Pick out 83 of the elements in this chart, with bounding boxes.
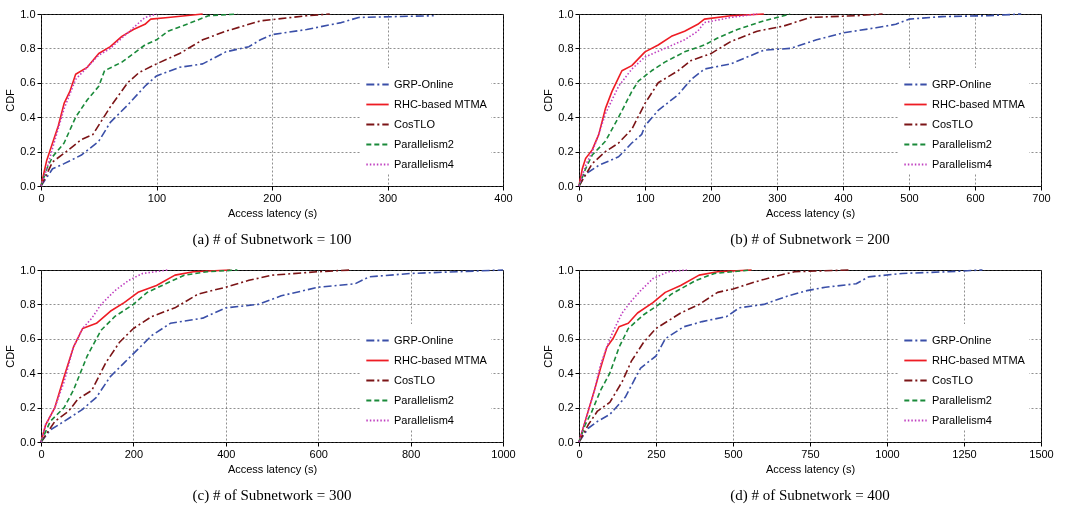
y-tick-label: 1.0 [558,263,574,276]
y-axis-title: CDF [542,344,555,368]
y-tick-label: 0.4 [558,366,574,379]
legend-label: GRP-Online [394,333,454,346]
y-tick-label: 0.2 [558,401,574,414]
legend-label: Parallelism4 [394,413,454,426]
x-tick-label: 0 [576,191,583,204]
legend-label: GRP-Online [932,333,992,346]
text: (a) # of Subnetwork = 100 [192,231,352,248]
y-tick-label: 0.0 [558,179,574,192]
y-tick-label: 0.2 [20,145,36,158]
y-tick-label: 0.0 [20,179,36,192]
x-axis-title: Access latency (s) [227,462,318,475]
x-tick-label: 400 [494,191,513,204]
legend-label: RHC-based MTMA [394,97,488,110]
x-tick-label: 100 [147,191,167,204]
x-axis-title: Access latency (s) [765,462,856,475]
legend-label: Parallelism4 [932,413,992,426]
text: (b) # of Subnetwork = 200 [730,231,890,248]
x-tick-label: 1000 [491,447,516,460]
legend-label: CosTLO [932,117,974,130]
legend-label: RHC-based MTMA [394,353,488,366]
x-tick-label: 200 [124,447,144,460]
x-tick-label: 750 [801,447,820,460]
y-tick-label: 0.4 [20,110,36,123]
y-tick-label: 1.0 [20,263,36,276]
x-tick-label: 100 [636,191,655,204]
x-tick-label: 700 [1032,191,1051,204]
legend-label: RHC-based MTMA [932,97,1026,110]
y-axis-title: CDF [4,344,17,368]
legend-label: CosTLO [932,373,974,386]
line-series [40,269,504,443]
legend-label: Parallelism2 [932,393,992,406]
y-axis-title: CDF [542,88,555,112]
legend-label: Parallelism4 [932,157,992,170]
y-tick-label: 1.0 [20,7,36,20]
x-tick-label: 0 [38,447,45,460]
x-tick-label: 600 [966,191,985,204]
y-tick-label: 1.0 [558,7,574,20]
y-tick-label: 0.8 [20,297,36,310]
x-tick-label: 500 [900,191,919,204]
y-tick-label: 0.4 [558,110,574,123]
legend-label: RHC-based MTMA [932,353,1026,366]
x-axis-title: Access latency (s) [227,206,318,219]
x-tick-label: 400 [834,191,853,204]
legend-label: CosTLO [394,117,436,130]
x-tick-label: 400 [217,447,236,460]
legend-label: GRP-Online [394,77,454,90]
x-tick-label: 1250 [952,447,977,460]
text: (c) # of Subnetwork = 300 [192,487,352,504]
y-tick-label: 0.6 [558,332,574,345]
legend-label: Parallelism2 [394,393,454,406]
legend-label: Parallelism4 [394,157,454,170]
x-tick-label: 300 [768,191,787,204]
x-tick-label: 200 [263,191,282,204]
x-axis-title: Access latency (s) [765,206,856,219]
x-tick-label: 600 [309,447,328,460]
y-axis-title: CDF [4,88,17,112]
text: (d) # of Subnetwork = 400 [730,487,890,504]
x-tick-label: 200 [702,191,721,204]
x-tick-label: 800 [401,447,421,460]
y-tick-label: 0.0 [20,435,36,448]
legend-label: Parallelism2 [394,137,454,150]
y-tick-label: 0.8 [558,41,574,54]
x-tick-label: 300 [378,191,398,204]
x-tick-label: 1000 [875,447,900,460]
y-tick-label: 0.6 [20,76,36,89]
x-tick-label: 0 [576,447,583,460]
y-tick-label: 0.6 [20,332,36,345]
x-tick-label: 500 [724,447,743,460]
legend-label: Parallelism2 [932,137,992,150]
y-tick-label: 0.0 [558,435,574,448]
legend-label: GRP-Online [932,77,992,90]
x-tick-label: 250 [647,447,666,460]
y-tick-label: 0.8 [20,41,36,54]
y-tick-label: 0.6 [558,76,574,89]
legend-label: CosTLO [394,373,436,386]
y-tick-label: 0.2 [558,145,574,158]
y-tick-label: 0.8 [558,297,574,310]
x-tick-label: 1500 [1029,447,1054,460]
y-tick-label: 0.2 [20,401,36,414]
y-tick-label: 0.4 [20,366,36,379]
x-tick-label: 0 [38,191,45,204]
